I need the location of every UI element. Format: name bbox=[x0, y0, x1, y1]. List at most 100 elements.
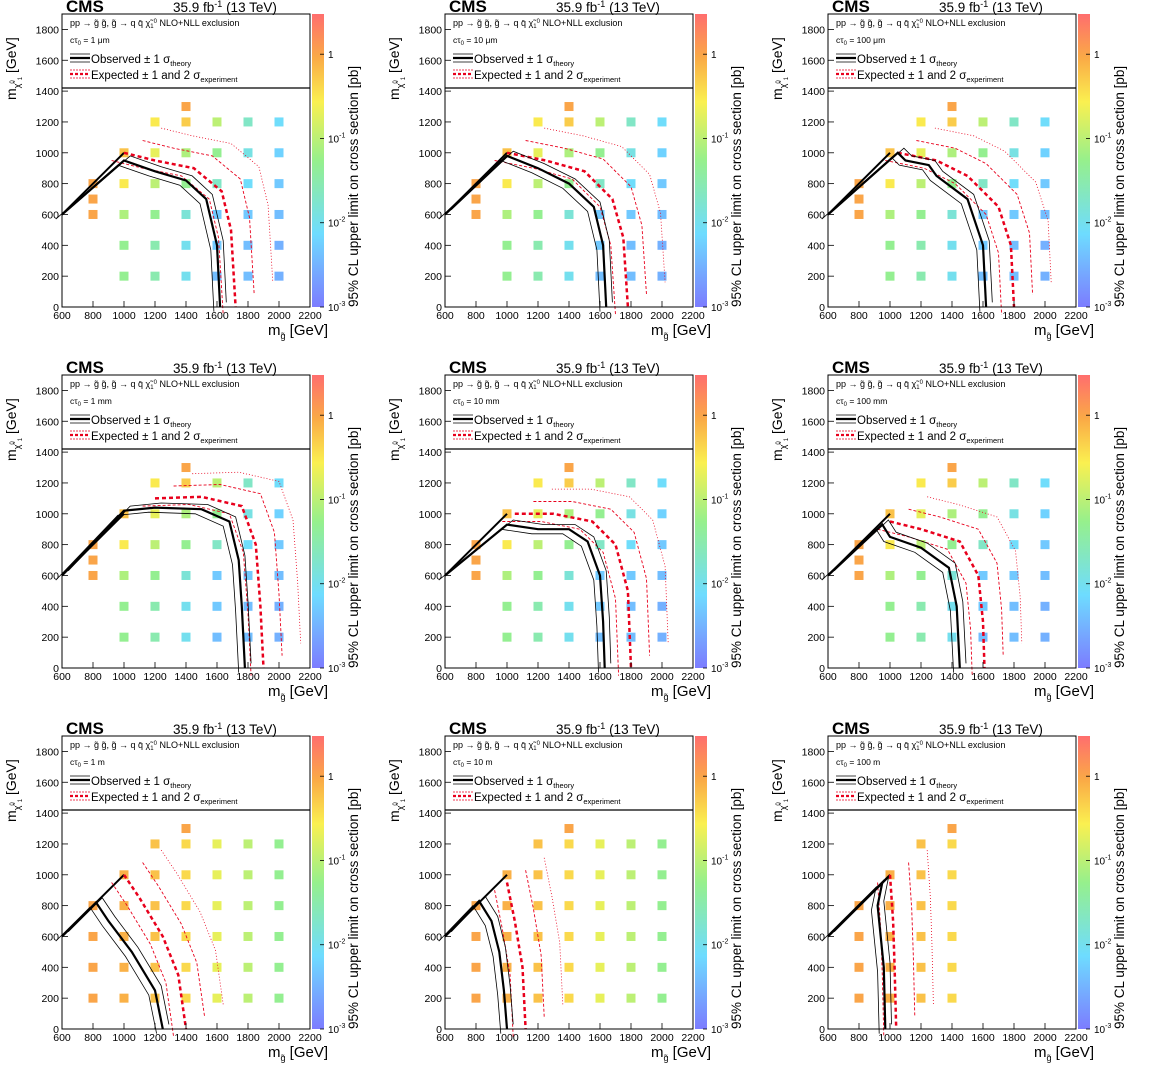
y-axis-label: mχ̃01 [GeV] bbox=[3, 37, 24, 100]
observed-theory-down bbox=[821, 528, 954, 673]
heatmap-cell bbox=[564, 901, 574, 911]
x-tick-label: 2200 bbox=[298, 310, 322, 322]
heatmap-cell bbox=[1009, 209, 1019, 219]
x-tick-label: 1400 bbox=[940, 1032, 964, 1044]
heatmap-cell bbox=[243, 179, 253, 189]
x-tick-label: 2200 bbox=[681, 671, 705, 683]
y-axis-label: mχ̃01 [GeV] bbox=[769, 37, 790, 100]
x-tick-label: 2000 bbox=[650, 671, 674, 683]
chart-panel: 600 800 1000 1200 1400 1600 1800 2000 2200 0 200 40… bbox=[766, 0, 1149, 361]
x-axis-label: mg̃ [GeV] bbox=[651, 1044, 711, 1063]
heatmap-cell bbox=[533, 540, 543, 550]
x-tick-label: 1400 bbox=[940, 671, 964, 683]
heatmap-cell bbox=[626, 478, 636, 488]
heatmap-cell bbox=[626, 601, 636, 611]
x-tick-label: 800 bbox=[850, 310, 868, 322]
heatmap-cell bbox=[657, 271, 667, 281]
y-tick-label: 1400 bbox=[36, 86, 60, 98]
x-tick-label: 1000 bbox=[112, 671, 136, 683]
z-tick-label: 10-2 bbox=[1094, 217, 1111, 230]
heatmap-cell bbox=[502, 993, 512, 1003]
heatmap-cell bbox=[1009, 601, 1019, 611]
heatmap-cell bbox=[1040, 117, 1050, 127]
heatmap-cell bbox=[212, 570, 222, 580]
colorbar bbox=[1078, 14, 1090, 307]
heatmap-cell bbox=[595, 601, 605, 611]
lumi-label: 35.9 fb-1 (13 TeV) bbox=[173, 0, 277, 15]
ctau-label: cτ0 = 100 μm bbox=[836, 35, 885, 47]
x-tick-label: 600 bbox=[819, 310, 837, 322]
y-tick-label: 0 bbox=[53, 663, 59, 675]
y-tick-label: 1600 bbox=[802, 55, 826, 67]
heatmap-cell bbox=[119, 962, 129, 972]
heatmap-cell bbox=[243, 117, 253, 127]
heatmap-cell bbox=[212, 271, 222, 281]
expected-1sigma-up bbox=[525, 140, 647, 295]
observed-theory-up bbox=[450, 895, 514, 1025]
x-tick-label: 800 bbox=[467, 1032, 485, 1044]
y-tick-label: 600 bbox=[41, 931, 59, 943]
heatmap-cell bbox=[947, 870, 957, 880]
process-label: pp → g̃ g̃, g̃ → q q̄ χ̃10 NLO+NLL exclu… bbox=[453, 379, 622, 391]
y-tick-label: 1200 bbox=[419, 117, 443, 129]
heatmap-cell bbox=[1040, 570, 1050, 580]
heatmap-cell bbox=[595, 478, 605, 488]
z-tick-label: 1 bbox=[711, 50, 717, 61]
chart-panel: 600 800 1000 1200 1400 1600 1800 2000 2200 0 200 40… bbox=[766, 361, 1149, 722]
heatmap-cell bbox=[119, 570, 129, 580]
legend-box bbox=[62, 736, 310, 810]
heatmap-cell bbox=[181, 240, 191, 250]
heatmap-cell bbox=[916, 570, 926, 580]
heatmap-cell bbox=[150, 509, 160, 519]
expected-1sigma-down bbox=[502, 521, 620, 676]
heatmap-cell bbox=[657, 901, 667, 911]
heatmap-cell bbox=[657, 870, 667, 880]
expected-1sigma-up bbox=[916, 140, 1034, 295]
heatmap-cell bbox=[274, 870, 284, 880]
heatmap-cell bbox=[916, 839, 926, 849]
observed-theory-up bbox=[67, 502, 252, 664]
y-tick-label: 1600 bbox=[419, 777, 443, 789]
heatmap-cell bbox=[564, 509, 574, 519]
legend-observed-label: Observed ± 1 σtheory bbox=[474, 776, 574, 790]
process-label: pp → g̃ g̃, g̃ → q q̄ χ̃10 NLO+NLL exclu… bbox=[836, 379, 1005, 391]
lumi-label: 35.9 fb-1 (13 TeV) bbox=[939, 722, 1043, 737]
heatmap-cell bbox=[626, 901, 636, 911]
z-tick-label: 1 bbox=[328, 772, 334, 783]
heatmap-cell bbox=[502, 179, 512, 189]
observed-contour bbox=[827, 879, 887, 1030]
lumi-label: 35.9 fb-1 (13 TeV) bbox=[556, 361, 660, 376]
heatmap-cell bbox=[595, 870, 605, 880]
x-tick-label: 2200 bbox=[681, 310, 705, 322]
observed-contour bbox=[61, 900, 164, 1030]
x-tick-label: 2000 bbox=[650, 310, 674, 322]
y-tick-label: 1800 bbox=[802, 24, 826, 36]
heatmap-cell bbox=[978, 209, 988, 219]
heatmap-cell bbox=[657, 540, 667, 550]
legend-box bbox=[62, 14, 310, 88]
expected-2sigma-up bbox=[551, 488, 669, 644]
heatmap-cell bbox=[88, 570, 98, 580]
heatmap-cell bbox=[947, 148, 957, 158]
x-tick-label: 1600 bbox=[205, 671, 229, 683]
heatmap-cell bbox=[533, 209, 543, 219]
heatmap-cell bbox=[1040, 179, 1050, 189]
z-tick-label: 10-1 bbox=[328, 132, 345, 145]
lumi-label: 35.9 fb-1 (13 TeV) bbox=[939, 0, 1043, 15]
chart-svg: 600 800 1000 1200 1400 1600 1800 2000 2200020040… bbox=[386, 0, 744, 341]
y-tick-label: 1000 bbox=[36, 148, 60, 160]
z-tick-label: 10-2 bbox=[328, 578, 345, 591]
heatmap-cell bbox=[978, 179, 988, 189]
y-tick-label: 0 bbox=[53, 1024, 59, 1036]
z-tick-label: 1 bbox=[328, 50, 334, 61]
x-tick-label: 1000 bbox=[878, 1032, 902, 1044]
heatmap-cell bbox=[471, 209, 481, 219]
x-tick-label: 1400 bbox=[557, 1032, 581, 1044]
heatmap-cell bbox=[212, 870, 222, 880]
heatmap-cell bbox=[854, 931, 864, 941]
expected-1sigma-up bbox=[908, 508, 1004, 656]
heatmap-cell bbox=[533, 870, 543, 880]
heatmap-cell bbox=[916, 962, 926, 972]
z-axis-label: 95% CL upper limit on cross section [pb] bbox=[346, 427, 361, 668]
y-tick-label: 1600 bbox=[36, 416, 60, 428]
